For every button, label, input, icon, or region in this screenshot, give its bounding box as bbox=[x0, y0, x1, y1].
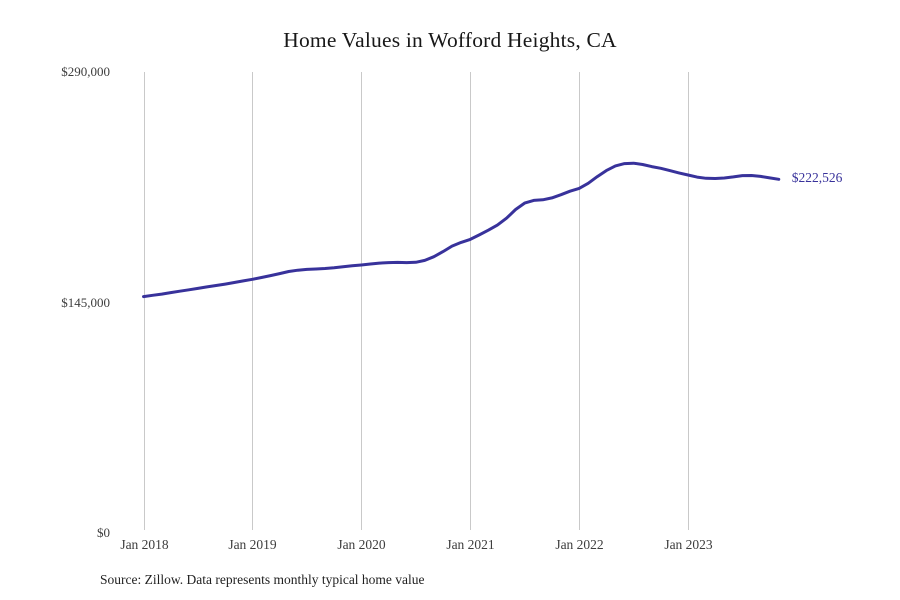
x-axis-tick-label: Jan 2019 bbox=[228, 537, 277, 552]
source-note: Source: Zillow. Data represents monthly … bbox=[100, 572, 425, 587]
chart-title: Home Values in Wofford Heights, CA bbox=[283, 28, 617, 52]
x-axis-tick-label: Jan 2023 bbox=[664, 537, 713, 552]
y-axis-tick-label: $290,000 bbox=[61, 64, 110, 79]
x-axis-tick-label: Jan 2022 bbox=[555, 537, 604, 552]
y-axis-tick-label: $145,000 bbox=[61, 294, 110, 310]
x-axis-tick-label: Jan 2018 bbox=[120, 537, 169, 552]
x-axis-tick-label: Jan 2021 bbox=[446, 537, 495, 552]
home-value-line bbox=[142, 161, 781, 299]
current-value-label: $222,526 bbox=[791, 170, 843, 186]
y-axis-tick-label: $0 bbox=[97, 525, 110, 540]
x-axis-tick-label: Jan 2020 bbox=[337, 537, 386, 552]
